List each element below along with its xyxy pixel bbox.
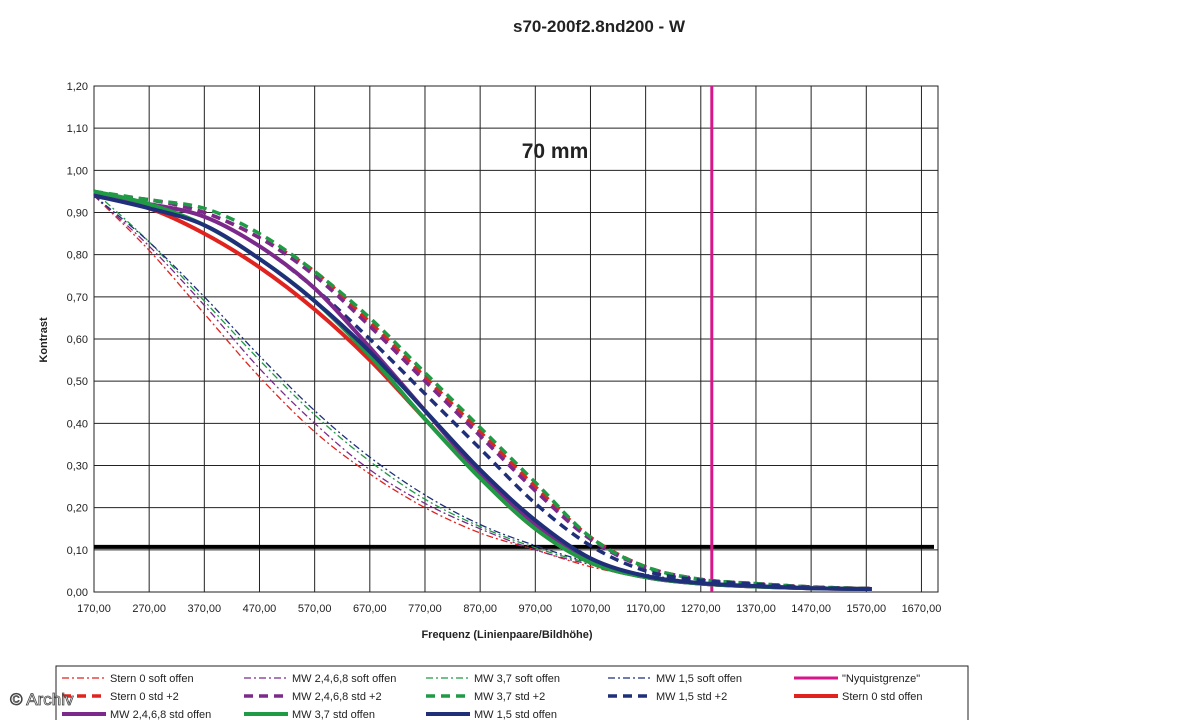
x-tick-label: 470,00 (243, 603, 277, 615)
y-tick-label: 1,00 (67, 165, 88, 177)
y-tick-label: 0,40 (67, 418, 88, 430)
legend-label: "Nyquistgrenze" (842, 673, 920, 685)
grid (93, 85, 939, 593)
legend-label: MW 1,5 soft offen (656, 673, 742, 685)
y-tick-label: 0,30 (67, 461, 88, 473)
focal-length-annotation: 70 mm (522, 140, 589, 163)
x-tick-label: 270,00 (132, 603, 166, 615)
legend-label: MW 2,4,6,8 std offen (110, 709, 211, 720)
legend-label: Stern 0 soft offen (110, 673, 194, 685)
watermark: © Archiv (10, 690, 75, 710)
y-tick-label: 0,00 (67, 587, 88, 599)
series-line-1 (93, 195, 872, 590)
x-tick-label: 1670,00 (902, 603, 942, 615)
legend: Stern 0 soft offen MW 2,4,6,8 soft offen M… (55, 665, 969, 720)
x-tick-label: 1170,00 (626, 603, 665, 615)
tick-labels: 170,00 270,00 370,00 470,00 570,00 670,00 770,… (67, 81, 942, 615)
x-tick-label: 170,00 (77, 603, 111, 615)
legend-label: MW 1,5 std offen (474, 709, 557, 720)
legend-label: MW 3,7 std offen (292, 709, 375, 720)
y-tick-label: 0,10 (67, 545, 88, 557)
y-tick-label: 0,50 (67, 376, 88, 388)
x-tick-label: 370,00 (187, 603, 221, 615)
x-tick-label: 1270,00 (681, 603, 721, 615)
legend-label: MW 2,4,6,8 std +2 (292, 691, 382, 703)
legend-label: MW 1,5 std +2 (656, 691, 727, 703)
x-tick-label: 970,00 (518, 603, 552, 615)
legend-label: MW 3,7 soft offen (474, 673, 560, 685)
legend-box (55, 665, 969, 720)
y-tick-label: 0,60 (67, 334, 88, 346)
x-tick-label: 1370,00 (736, 603, 776, 615)
y-tick-label: 0,70 (67, 292, 88, 304)
x-tick-label: 770,00 (408, 603, 442, 615)
y-tick-label: 0,20 (67, 503, 88, 515)
legend-label: MW 2,4,6,8 soft offen (292, 673, 396, 685)
x-tick-label: 570,00 (298, 603, 332, 615)
y-tick-label: 1,20 (67, 81, 88, 93)
x-tick-label: 870,00 (463, 603, 497, 615)
x-tick-label: 1070,00 (571, 603, 611, 615)
y-axis-label: Kontrast (38, 317, 50, 363)
x-tick-label: 670,00 (353, 603, 387, 615)
chart-title: s70-200f2.8nd200 - W (513, 17, 686, 36)
legend-label: Stern 0 std offen (842, 691, 923, 703)
y-tick-label: 0,90 (67, 208, 88, 220)
x-tick-label: 1470,00 (791, 603, 831, 615)
legend-label: Stern 0 std +2 (110, 691, 179, 703)
series-line-12 (93, 193, 872, 591)
y-tick-label: 0,80 (67, 250, 88, 262)
y-tick-label: 1,10 (67, 123, 88, 135)
x-axis-label: Frequenz (Linienpaare/Bildhöhe) (421, 629, 592, 641)
series-layer (93, 86, 872, 592)
legend-label: MW 3,7 std +2 (474, 691, 545, 703)
x-tick-label: 1570,00 (846, 603, 886, 615)
series-line-7 (93, 189, 872, 591)
watermark-text: © Archiv (10, 690, 74, 709)
